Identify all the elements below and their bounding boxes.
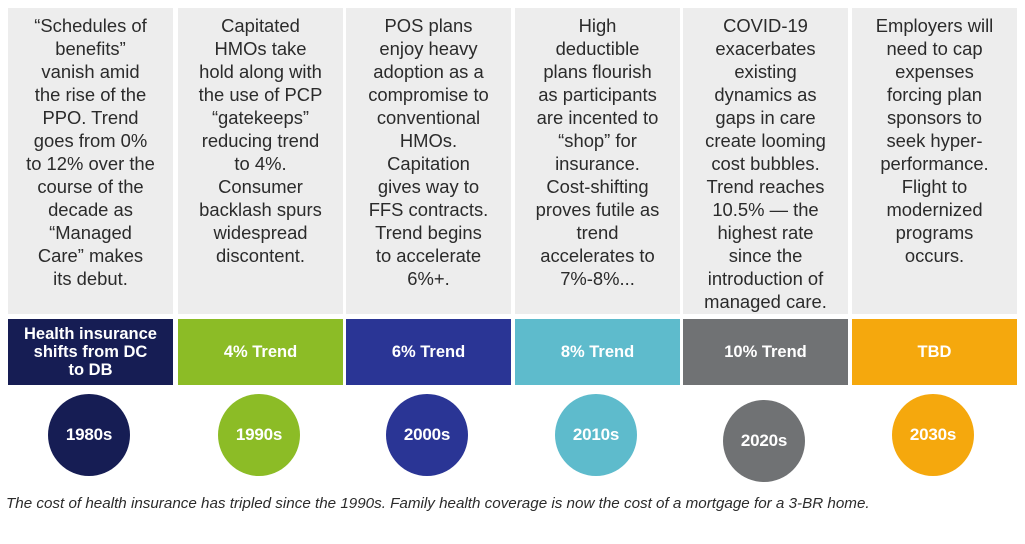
era-description: High deductible plans flourish as partic… [515,8,680,314]
decade-circle: 1990s [218,394,300,476]
era-column-2010s: High deductible plans flourish as partic… [515,0,680,486]
trend-bar: TBD [852,319,1017,385]
decade-label: 1990s [235,425,283,444]
decade-circle: 2010s [555,394,637,476]
era-description: Employers will need to cap expenses forc… [852,8,1017,314]
era-description: “Schedules of benefits” vanish amid the … [8,8,173,314]
decade-circle: 2000s [386,394,468,476]
trend-bar: 6% Trend [346,319,511,385]
decade-label: 2030s [909,425,957,444]
era-column-2020s: COVID-19 exacerbates existing dynamics a… [683,0,848,486]
decade-label: 2020s [740,431,788,450]
era-column-1990s: Capitated HMOs take hold along with the … [178,0,343,486]
trend-bar: 8% Trend [515,319,680,385]
decade-circle: 2020s [723,400,805,482]
trend-bar: 4% Trend [178,319,343,385]
decade-circle: 2030s [892,394,974,476]
era-column-2000s: POS plans enjoy heavy adoption as a comp… [346,0,511,486]
trend-bar: Health insurance shifts from DC to DB [8,319,173,385]
era-column-1980s: “Schedules of benefits” vanish amid the … [8,0,173,486]
era-description: POS plans enjoy heavy adoption as a comp… [346,8,511,314]
era-description: Capitated HMOs take hold along with the … [178,8,343,314]
decade-label: 1980s [65,425,113,444]
trend-bar: 10% Trend [683,319,848,385]
footnote-caption: The cost of health insurance has tripled… [6,495,870,512]
era-description: COVID-19 exacerbates existing dynamics a… [683,8,848,314]
healthcare-trend-timeline: “Schedules of benefits” vanish amid the … [8,0,1017,486]
decade-label: 2010s [572,425,620,444]
era-column-2030s: Employers will need to cap expenses forc… [852,0,1017,486]
decade-circle: 1980s [48,394,130,476]
decade-label: 2000s [403,425,451,444]
